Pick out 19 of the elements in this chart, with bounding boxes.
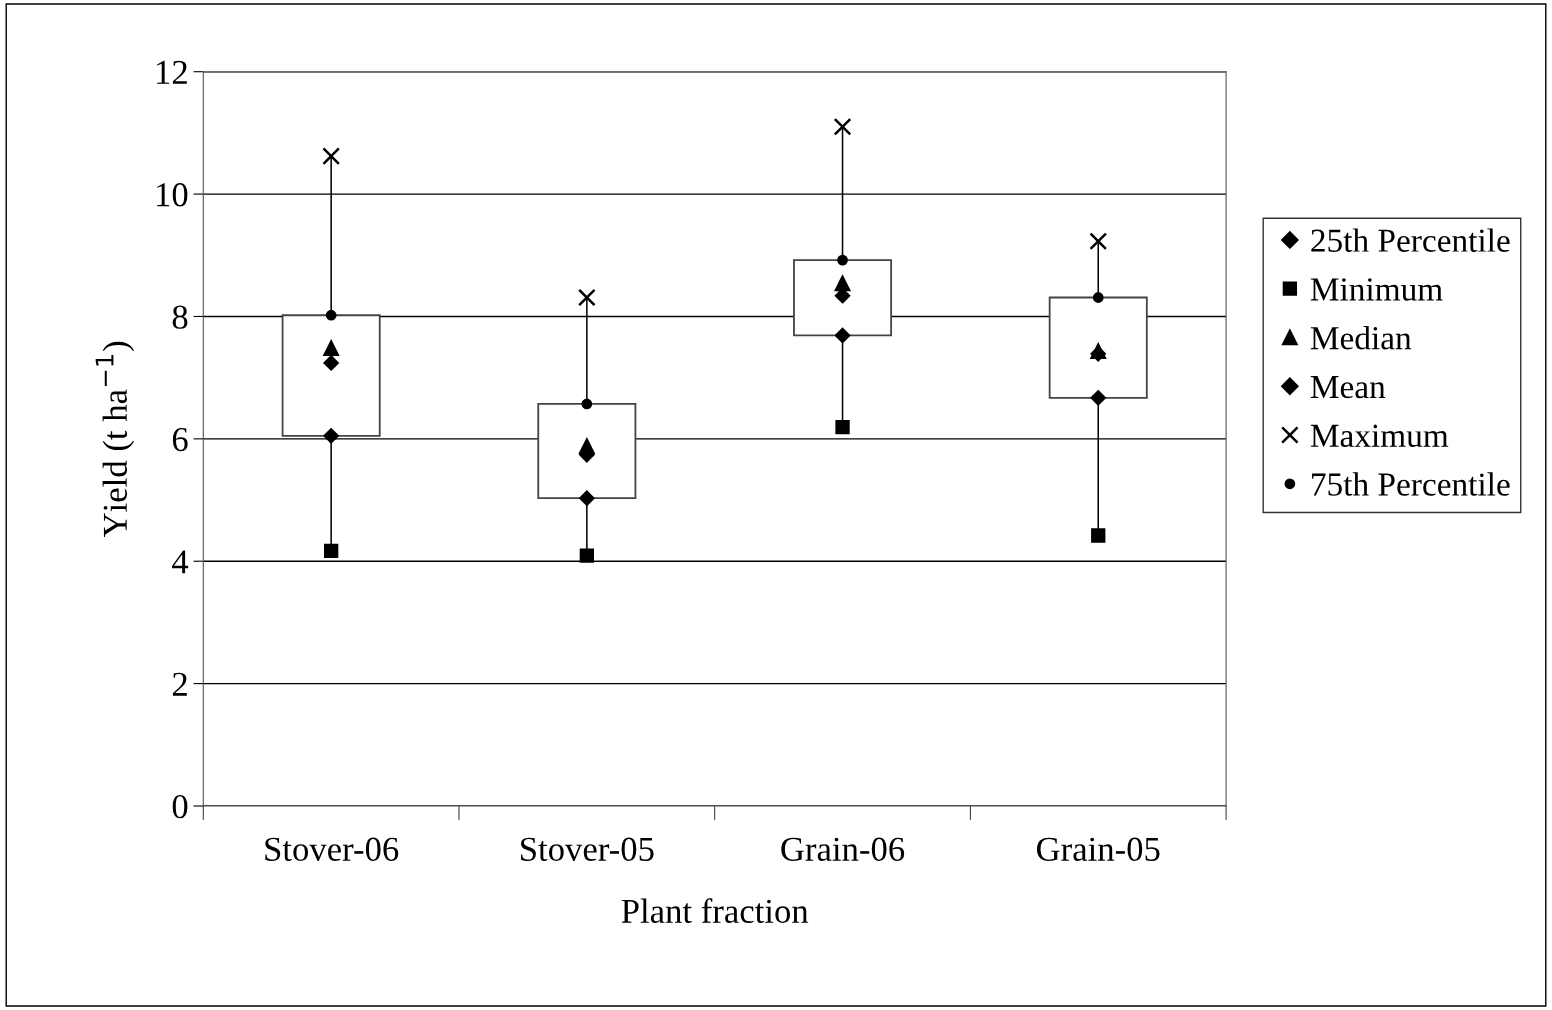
x-tick-label: Grain-05 [1036,837,1160,861]
x-tick-label: Stover-05 [521,837,654,861]
y-tick-label: 2 [172,672,187,696]
x-axis-title: Plant fraction [621,898,809,924]
x-tick-label: Stover-06 [265,837,399,861]
x-tick-label: Grain-06 [781,837,905,861]
y-tick-label: 4 [172,550,189,574]
y-tick-label: 0 [172,794,188,819]
y-tick-label: 10 [157,183,188,207]
y-axis-title: Yield (t ha$^{−1}$) [95,341,135,538]
y-tick-label: 12 [157,60,187,84]
legend-label: 75th Percentile [1312,472,1510,496]
legend-label: Median [1310,326,1412,350]
legend-label: Minimum [1310,278,1443,301]
y-tick-label: 6 [172,427,188,452]
y-tick-label: 8 [172,305,188,329]
legend-label: 25th Percentile [1311,228,1510,252]
legend-label: Mean [1310,376,1386,399]
legend-label: Maximum [1310,424,1449,448]
